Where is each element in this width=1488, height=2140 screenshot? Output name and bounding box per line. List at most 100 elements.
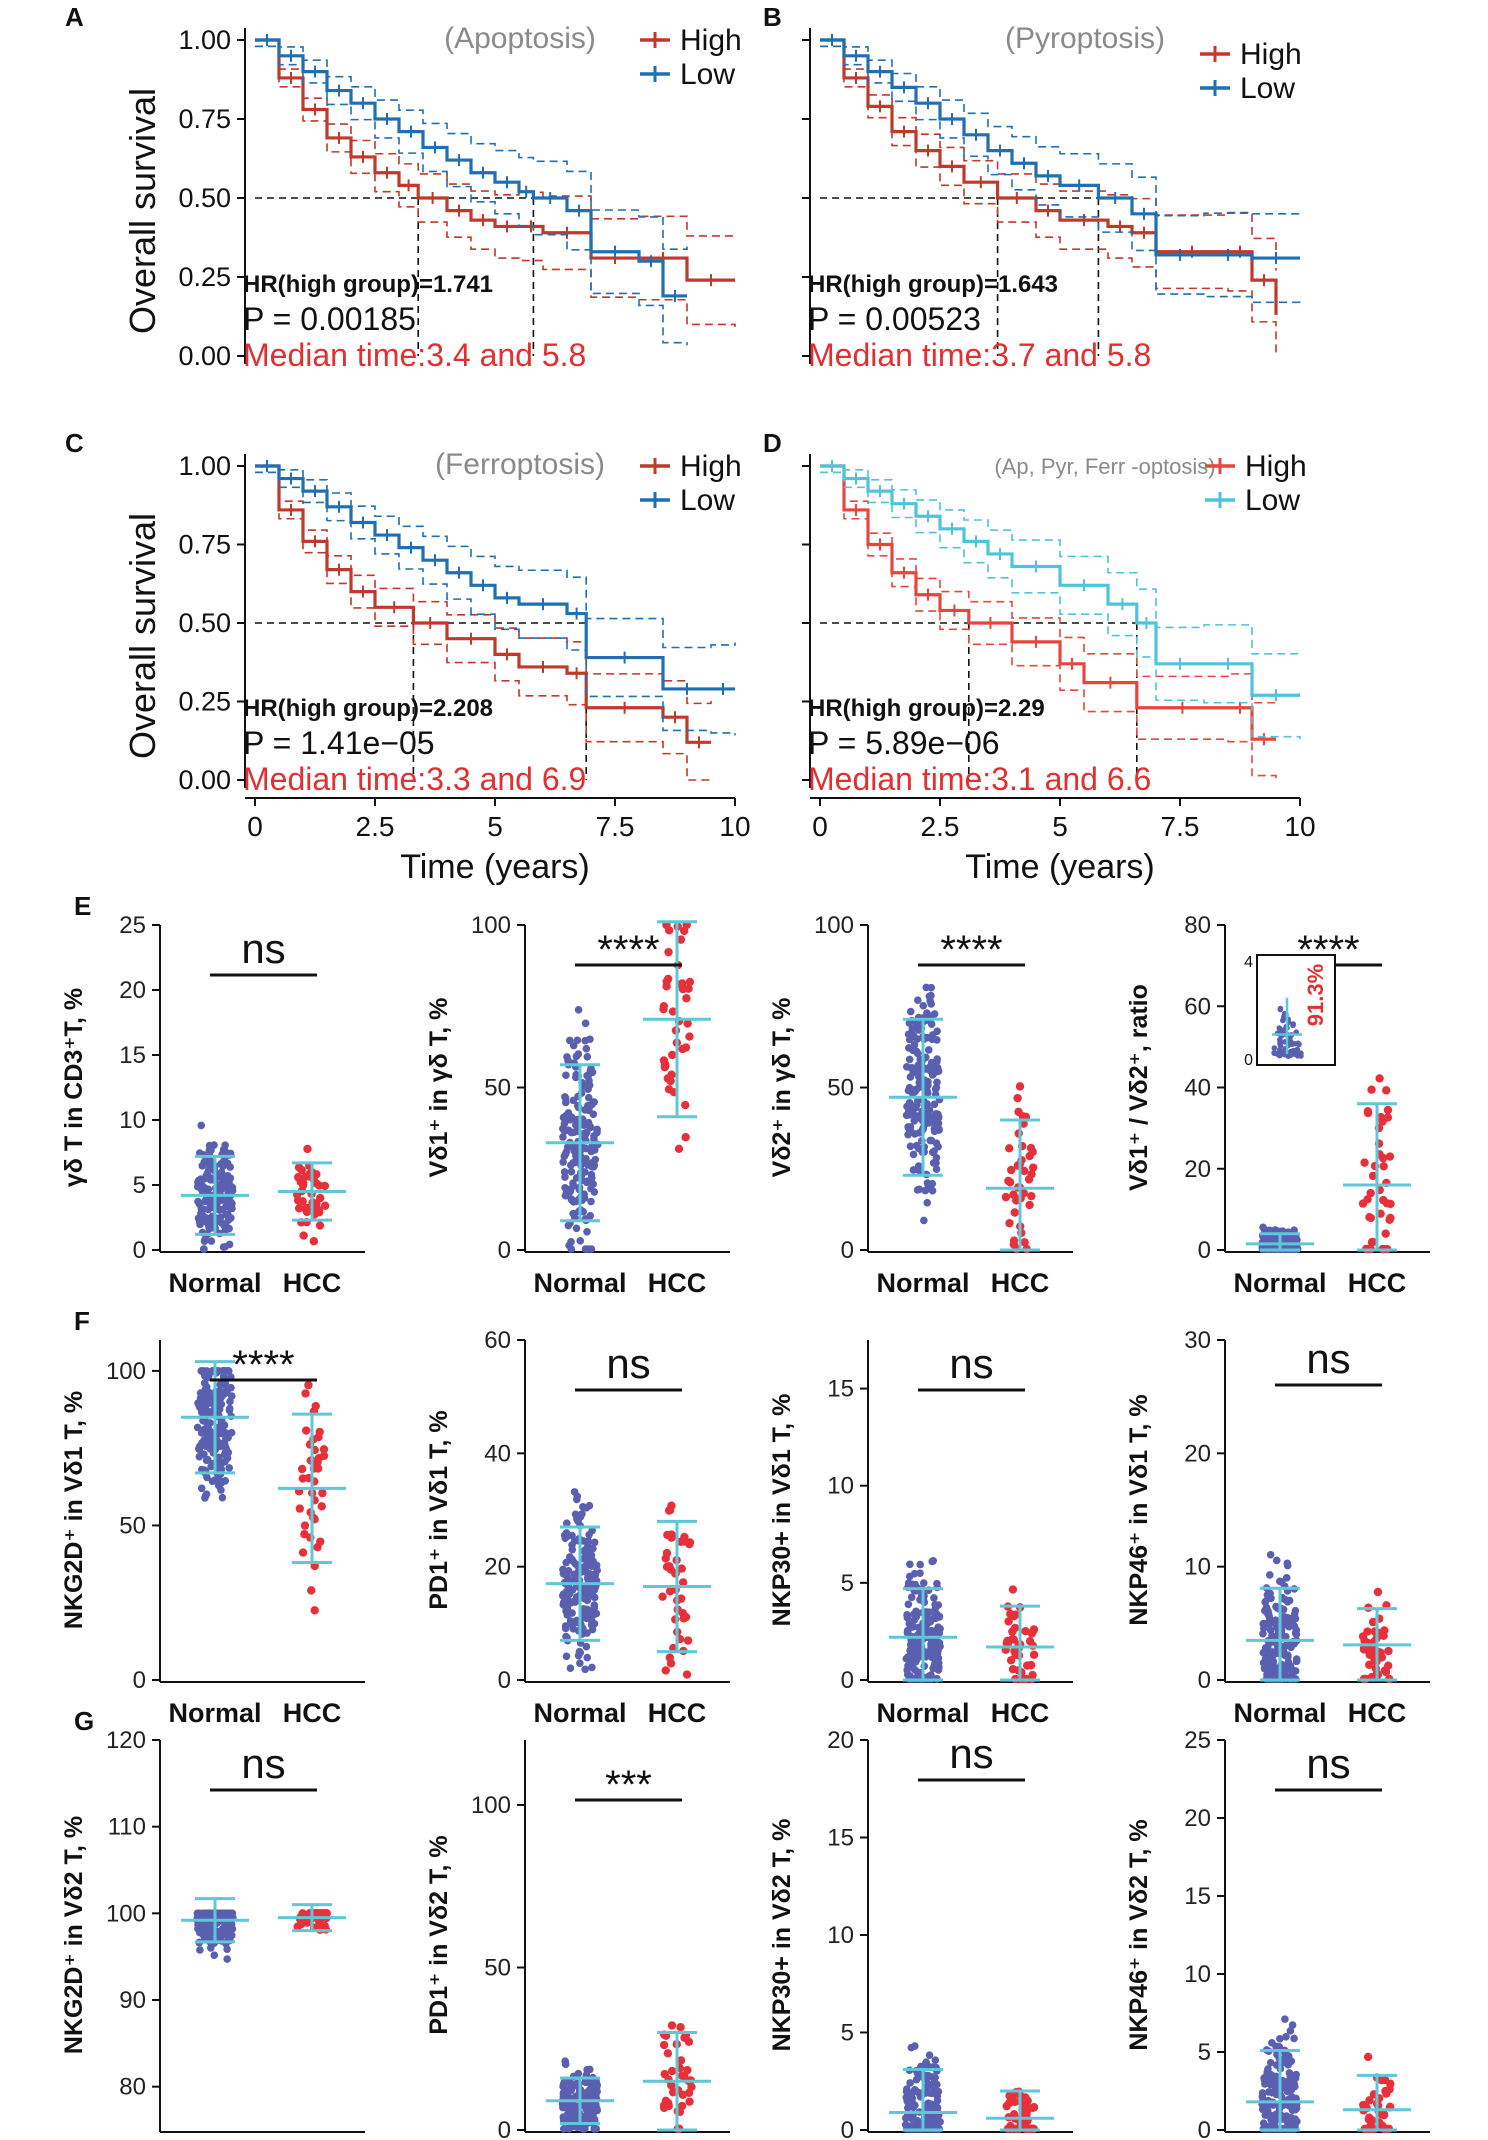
data-point-hcc [666,1076,675,1086]
data-point-normal [925,1119,934,1127]
data-point-hcc [1009,1190,1018,1199]
data-point-hcc [663,2049,673,2058]
data-point-normal [904,1030,913,1039]
data-point-normal [561,1183,569,1192]
x-category-label: HCC [648,1268,707,1298]
data-point-normal [569,1096,578,1105]
data-point-normal [1283,1561,1292,1570]
y-tick-label: 1.00 [178,451,231,481]
data-point-normal [207,1944,215,1952]
data-point-hcc [313,1542,322,1552]
data-point-normal [907,2043,916,2052]
data-point-normal [904,2122,913,2131]
data-point-normal [926,1617,935,1626]
data-point-normal [905,2101,914,2110]
ci-upper-low [255,465,736,649]
data-point-normal [906,1073,915,1081]
data-point-hcc [681,1133,690,1142]
data-point-hcc [678,1578,688,1587]
data-point-normal [561,2057,569,2065]
data-point-hcc [301,1389,310,1398]
data-point-normal [220,1929,228,1937]
x-tick-label: 0 [247,811,263,842]
data-point-hcc [659,1001,669,1011]
data-point-normal [1292,2101,1301,2110]
data-point-normal [581,1019,590,1028]
y-tick-label: 40 [1184,1075,1211,1102]
data-point-normal [923,1179,932,1187]
y-axis-label: NKP46⁺ in Vδ2 T, % [1125,1819,1153,2050]
data-point-hcc [300,1529,309,1539]
data-point-normal [933,1027,941,1036]
data-point-hcc [667,2021,677,2030]
significance-label: ns [241,1740,285,1787]
data-point-normal [906,1007,915,1016]
data-point-normal [903,1611,911,1619]
data-point-hcc [1383,1113,1393,1122]
y-tick-label: 30 [1184,1327,1211,1354]
x-category-label: Normal [168,1698,261,1728]
data-point-normal [912,1607,920,1616]
data-point-hcc [1381,1229,1390,1238]
data-point-normal [562,1652,571,1661]
data-point-normal [1272,2072,1280,2081]
x-category-label: HCC [991,1268,1050,1298]
data-point-normal [562,1587,571,1596]
data-point-hcc [320,1201,330,1210]
legend-label: High [680,450,742,483]
data-point-hcc [1001,1192,1011,1202]
data-point-normal [589,1110,598,1119]
data-point-normal [216,1428,225,1436]
data-point-hcc [1365,1213,1374,1222]
panel-title: (Apoptosis) [444,22,596,55]
data-point-normal [913,1653,922,1662]
data-point-normal [906,1099,914,1108]
data-point-normal [1276,2035,1284,2043]
y-axis-label: NKG2D⁺ in Vδ2 T, % [60,1816,88,2054]
data-point-normal [588,2089,596,2097]
data-point-normal [565,1036,574,1045]
data-point-normal [909,1166,918,1174]
y-tick-label: 110 [108,1814,146,1841]
p-value-text: P = 1.41e−05 [243,725,435,761]
y-axis-label: Vδ1⁺ / Vδ2⁺, ratio [1125,984,1153,1191]
data-point-normal [926,1136,935,1145]
data-point-normal [925,2051,934,2060]
data-point-normal [1268,1236,1277,1245]
data-point-normal [576,1659,584,1668]
data-point-normal [1260,2076,1269,2084]
y-tick-label: 0.25 [178,687,231,717]
data-point-normal [203,1369,211,1377]
data-point-normal [206,1909,214,1918]
data-point-hcc [685,2097,694,2106]
data-point-normal [215,1399,224,1408]
data-point-normal [567,1598,575,1607]
data-point-normal [935,1613,944,1621]
panel-label: C [65,428,84,458]
data-point-normal [906,1142,915,1151]
data-point-hcc [315,1427,324,1437]
y-tick-label: 40 [484,1440,511,1467]
data-point-normal [218,1493,227,1502]
data-point-normal [1288,2021,1297,2029]
y-tick-label: 0 [498,2117,511,2140]
data-point-normal [924,2081,933,2089]
data-point-normal [905,2095,914,2104]
data-point-normal [1292,1657,1301,1666]
inset-data-point [1271,1049,1277,1056]
data-point-normal [574,1006,583,1014]
data-point-normal [227,1392,236,1400]
data-point-normal [1270,2121,1279,2130]
data-point-hcc [314,1909,323,1918]
ci-upper-low [820,465,1301,655]
km-panel-A: A 0.00 0.25 0.50 0.75 1.00 Overall survival (Ap… [65,2,742,373]
y-tick-label: 1.00 [178,25,231,55]
data-point-normal [913,1085,921,1093]
data-point-normal [1259,1223,1267,1232]
data-point-normal [1258,2089,1267,2097]
median-time-text: Median time:3.4 and 5.8 [243,337,586,373]
data-point-hcc [682,994,691,1003]
data-point-hcc [1026,1660,1036,1670]
